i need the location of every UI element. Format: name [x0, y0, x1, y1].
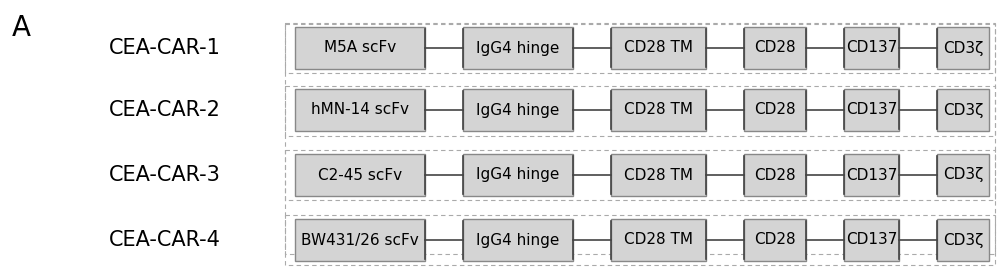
Text: CD3ζ: CD3ζ	[943, 232, 983, 248]
Text: CD28: CD28	[754, 232, 796, 248]
Bar	[937, 27, 989, 69]
Bar	[295, 154, 425, 196]
Text: C2-45 scFv: C2-45 scFv	[318, 168, 402, 183]
Text: M5A scFv: M5A scFv	[324, 40, 396, 55]
Bar	[937, 89, 989, 131]
Bar	[611, 27, 706, 69]
Text: CD137: CD137	[846, 40, 897, 55]
Text: CD28: CD28	[754, 40, 796, 55]
Bar	[611, 89, 706, 131]
Bar	[937, 219, 989, 261]
Text: CD28 TM: CD28 TM	[624, 232, 693, 248]
Text: IgG4 hinge: IgG4 hinge	[476, 102, 560, 117]
Bar	[844, 219, 899, 261]
Bar	[611, 154, 706, 196]
Text: CD3ζ: CD3ζ	[943, 168, 983, 183]
Bar	[463, 154, 573, 196]
Bar	[744, 27, 806, 69]
Bar	[744, 89, 806, 131]
Bar	[285, 215, 995, 265]
Bar	[295, 89, 425, 131]
Bar	[611, 219, 706, 261]
Bar	[937, 154, 989, 196]
Text: CEA-CAR-1: CEA-CAR-1	[109, 38, 221, 58]
Bar	[295, 27, 425, 69]
Bar	[463, 89, 573, 131]
Text: hMN-14 scFv: hMN-14 scFv	[311, 102, 409, 117]
Bar	[844, 27, 899, 69]
Bar	[844, 89, 899, 131]
Bar	[285, 150, 995, 200]
Bar	[285, 23, 995, 73]
Bar	[844, 154, 899, 196]
Text: CD3ζ: CD3ζ	[943, 102, 983, 117]
Text: BW431/26 scFv: BW431/26 scFv	[301, 232, 419, 248]
Text: IgG4 hinge: IgG4 hinge	[476, 168, 560, 183]
Text: IgG4 hinge: IgG4 hinge	[476, 232, 560, 248]
Bar	[295, 219, 425, 261]
Text: A: A	[12, 14, 31, 42]
Text: CD137: CD137	[846, 232, 897, 248]
Text: CEA-CAR-3: CEA-CAR-3	[109, 165, 221, 185]
Bar	[744, 219, 806, 261]
Text: CD28: CD28	[754, 102, 796, 117]
Text: CEA-CAR-4: CEA-CAR-4	[109, 230, 221, 250]
Text: IgG4 hinge: IgG4 hinge	[476, 40, 560, 55]
Text: CD28 TM: CD28 TM	[624, 168, 693, 183]
Text: CD28 TM: CD28 TM	[624, 40, 693, 55]
Text: CD137: CD137	[846, 168, 897, 183]
Bar	[744, 154, 806, 196]
Bar	[463, 27, 573, 69]
Text: CD28 TM: CD28 TM	[624, 102, 693, 117]
Text: CD137: CD137	[846, 102, 897, 117]
Bar	[285, 86, 995, 136]
Text: CD3ζ: CD3ζ	[943, 40, 983, 55]
Text: CEA-CAR-2: CEA-CAR-2	[109, 100, 221, 120]
Bar	[463, 219, 573, 261]
Bar	[285, 24, 995, 254]
Text: CD28: CD28	[754, 168, 796, 183]
